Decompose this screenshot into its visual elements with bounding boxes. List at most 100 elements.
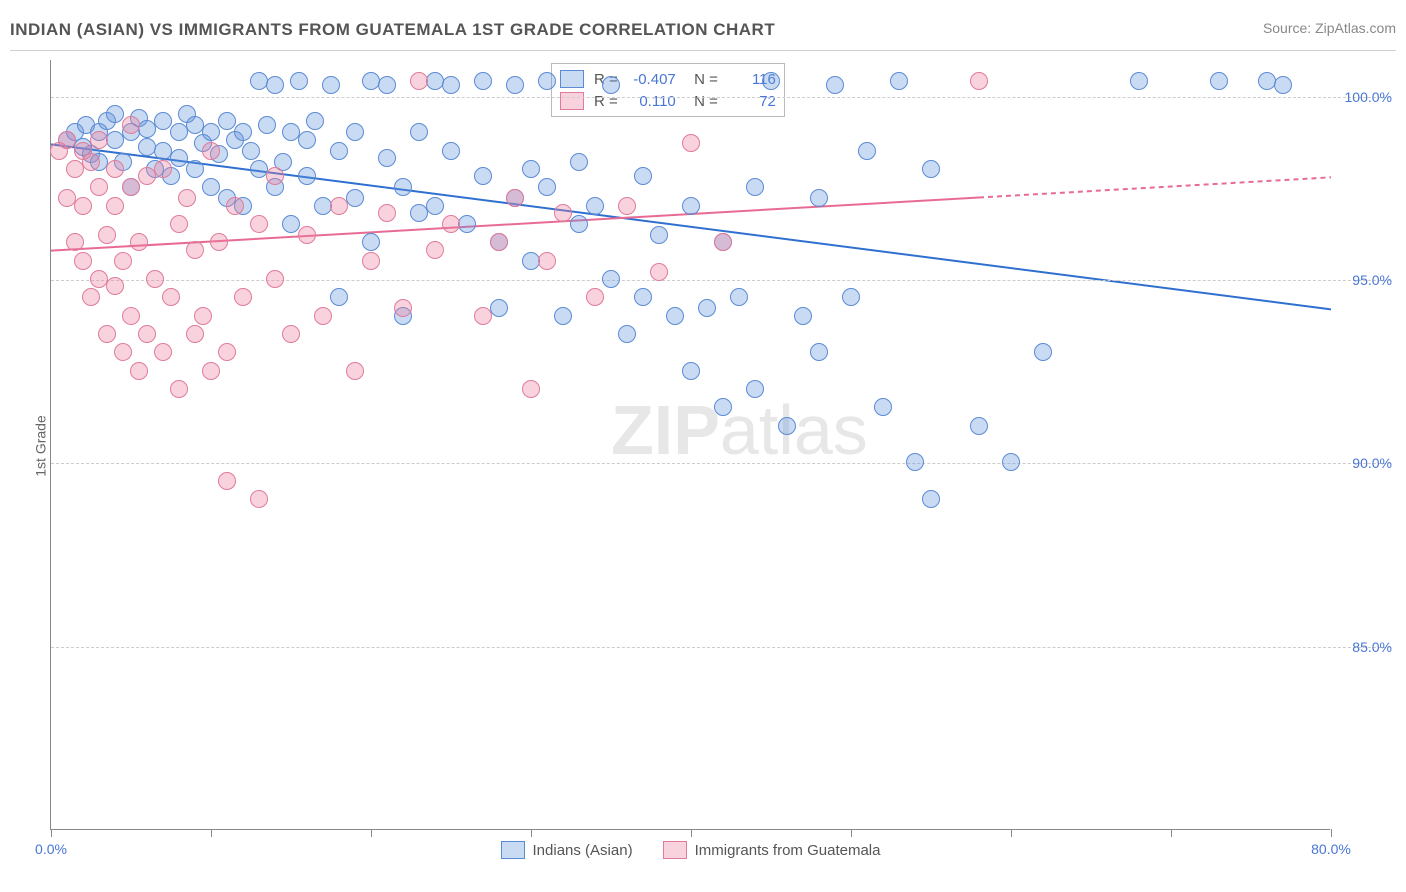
data-point — [106, 277, 124, 295]
data-point — [146, 270, 164, 288]
data-point — [538, 252, 556, 270]
data-point — [490, 233, 508, 251]
data-point — [602, 76, 620, 94]
data-point — [202, 123, 220, 141]
data-point — [426, 241, 444, 259]
data-point — [442, 76, 460, 94]
data-point — [682, 134, 700, 152]
data-point — [602, 270, 620, 288]
data-point — [1274, 76, 1292, 94]
data-point — [922, 490, 940, 508]
data-point — [762, 72, 780, 90]
data-point — [378, 76, 396, 94]
data-point — [250, 215, 268, 233]
y-tick-label: 95.0% — [1352, 272, 1392, 288]
data-point — [1258, 72, 1276, 90]
x-tick — [691, 829, 692, 837]
data-point — [714, 398, 732, 416]
y-axis-label: 1st Grade — [33, 415, 49, 476]
data-point — [442, 142, 460, 160]
y-tick-label: 100.0% — [1345, 89, 1392, 105]
x-tick — [51, 829, 52, 837]
data-point — [138, 325, 156, 343]
data-point — [154, 160, 172, 178]
data-point — [170, 215, 188, 233]
data-point — [1034, 343, 1052, 361]
data-point — [634, 288, 652, 306]
data-point — [458, 215, 476, 233]
x-tick-label: 0.0% — [35, 841, 67, 857]
regression-lines — [51, 60, 1331, 830]
legend-label: Indians (Asian) — [533, 842, 633, 859]
legend-item: Indians (Asian) — [501, 841, 633, 859]
data-point — [186, 241, 204, 259]
data-point — [82, 288, 100, 306]
data-point — [114, 252, 132, 270]
data-point — [66, 233, 84, 251]
data-point — [74, 197, 92, 215]
data-point — [330, 142, 348, 160]
data-point — [362, 72, 380, 90]
data-point — [154, 112, 172, 130]
data-point — [362, 252, 380, 270]
data-point — [170, 380, 188, 398]
data-point — [490, 299, 508, 317]
data-point — [858, 142, 876, 160]
x-tick — [211, 829, 212, 837]
data-point — [218, 112, 236, 130]
data-point — [114, 343, 132, 361]
data-point — [106, 105, 124, 123]
data-point — [90, 178, 108, 196]
data-point — [570, 153, 588, 171]
data-point — [522, 160, 540, 178]
data-point — [618, 325, 636, 343]
data-point — [82, 153, 100, 171]
data-point — [970, 417, 988, 435]
data-point — [394, 299, 412, 317]
data-point — [266, 270, 284, 288]
data-point — [162, 288, 180, 306]
data-point — [906, 453, 924, 471]
data-point — [426, 197, 444, 215]
data-point — [586, 288, 604, 306]
data-point — [810, 343, 828, 361]
data-point — [90, 131, 108, 149]
legend-swatch — [663, 841, 687, 859]
data-point — [378, 149, 396, 167]
data-point — [122, 116, 140, 134]
stats-r-label: R = — [594, 93, 618, 110]
data-point — [258, 116, 276, 134]
data-point — [410, 72, 428, 90]
data-point — [266, 167, 284, 185]
data-point — [210, 233, 228, 251]
data-point — [226, 197, 244, 215]
data-point — [570, 215, 588, 233]
data-point — [474, 72, 492, 90]
data-point — [426, 72, 444, 90]
series-swatch — [560, 92, 584, 110]
series-swatch — [560, 70, 584, 88]
x-tick-label: 80.0% — [1311, 841, 1351, 857]
data-point — [130, 233, 148, 251]
data-point — [250, 72, 268, 90]
data-point — [474, 167, 492, 185]
chart-header: INDIAN (ASIAN) VS IMMIGRANTS FROM GUATEM… — [10, 20, 1396, 51]
data-point — [330, 197, 348, 215]
bottom-legend: Indians (Asian)Immigrants from Guatemala — [51, 841, 1330, 859]
data-point — [890, 72, 908, 90]
data-point — [186, 160, 204, 178]
data-point — [346, 362, 364, 380]
data-point — [122, 307, 140, 325]
data-point — [106, 197, 124, 215]
legend-swatch — [501, 841, 525, 859]
data-point — [346, 123, 364, 141]
data-point — [970, 72, 988, 90]
data-point — [842, 288, 860, 306]
data-point — [650, 263, 668, 281]
data-point — [346, 189, 364, 207]
data-point — [794, 307, 812, 325]
x-tick — [531, 829, 532, 837]
data-point — [874, 398, 892, 416]
data-point — [554, 307, 572, 325]
data-point — [98, 226, 116, 244]
